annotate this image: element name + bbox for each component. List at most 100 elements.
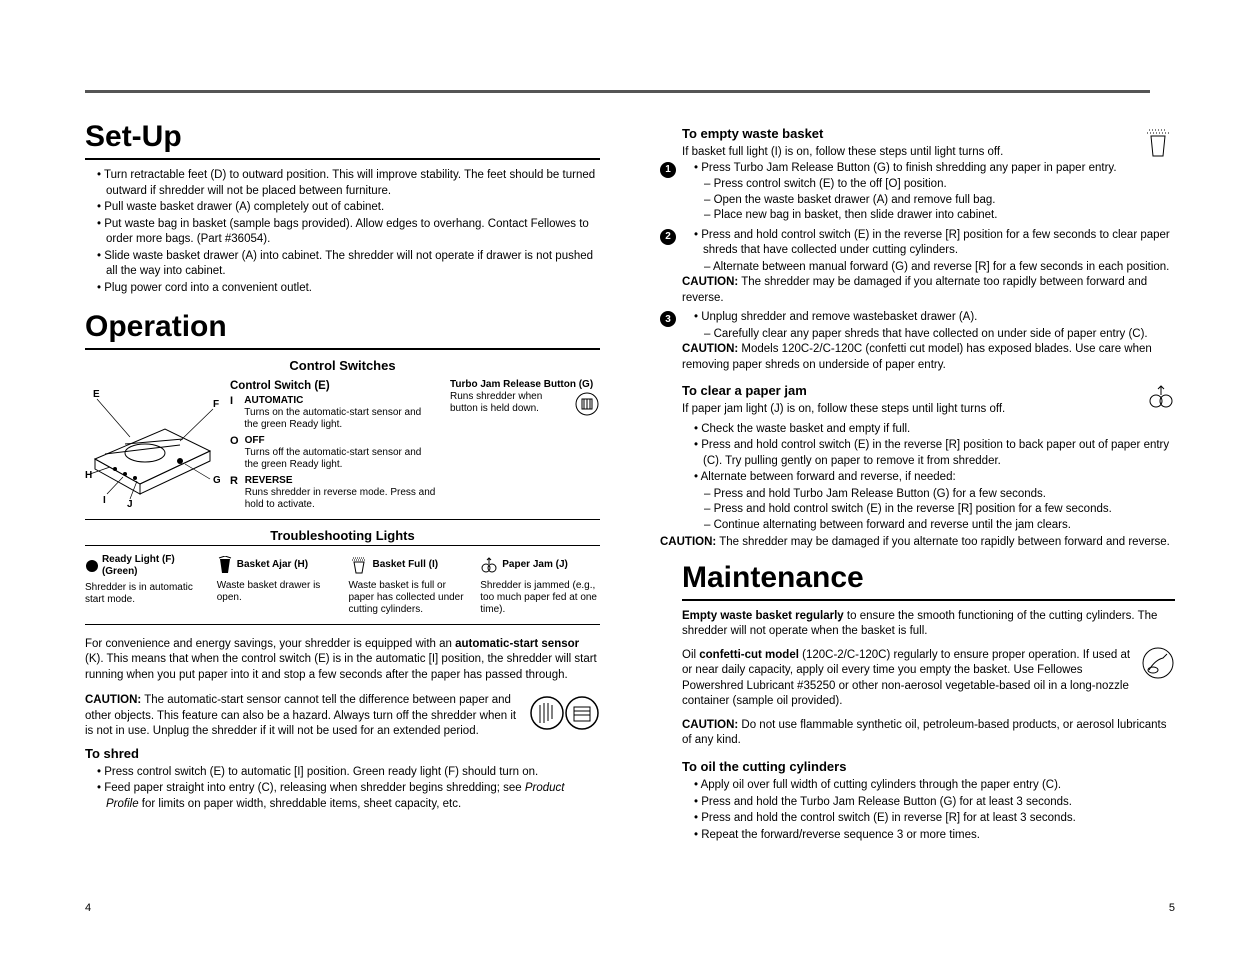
maint-p1: Empty waste basket regularly to ensure t… — [682, 609, 1175, 640]
step-badge-2: 2 — [660, 229, 676, 245]
maintenance-heading: Maintenance — [682, 561, 1175, 595]
light-jam-desc: Shredder is jammed (e.g., too much paper… — [480, 580, 597, 615]
step-3: 3 Unplug shredder and remove wastebasket… — [660, 310, 1175, 373]
turbo-label: Turbo Jam Release Button (G) — [450, 379, 593, 390]
maint-p2-bold: confetti-cut model — [699, 649, 799, 661]
step3-sub: – Carefully clear any paper shreds that … — [704, 327, 1175, 343]
basket-full-icon — [349, 555, 369, 575]
to-shred-item2-a: Feed paper straight into entry (C), rele… — [104, 782, 525, 794]
step-1: 1 Press Turbo Jam Release Button (G) to … — [660, 161, 1133, 224]
step1-sub: – Place new bag in basket, then slide dr… — [704, 208, 1133, 224]
jam-intro: If paper jam light (J) is on, follow the… — [682, 402, 1175, 418]
auto-start-para: For convenience and energy savings, your… — [85, 637, 600, 684]
page-number-left: 4 — [85, 902, 91, 914]
caution-block-1: CAUTION: The automatic-start sensor cann… — [85, 693, 600, 740]
right-column: To empty waste basket If basket full lig… — [660, 120, 1175, 844]
troubleshooting-header: Troubleshooting Lights — [85, 528, 600, 543]
step-badge-1: 1 — [660, 162, 676, 178]
to-shred-item: Feed paper straight into entry (C), rele… — [97, 781, 600, 812]
mode-name-rev: REVERSE — [245, 475, 293, 486]
turbo-button-icon — [574, 391, 600, 417]
control-switch-section: E F H I J G Control Switch (E) I AUTOMAT… — [85, 379, 600, 515]
mode-key-r: R — [230, 475, 239, 511]
to-shred-list: Press control switch (E) to automatic [I… — [85, 765, 600, 813]
top-rule — [85, 90, 1150, 93]
page-spread: Set-Up Turn retractable feet (D) to outw… — [0, 0, 1235, 884]
empty-caution-a: The shredder may be damaged if you alter… — [682, 276, 1147, 304]
operation-rule — [85, 348, 600, 350]
maint-caution-text: Do not use flammable synthetic oil, petr… — [682, 719, 1167, 747]
maint-caution-label: CAUTION: — [682, 719, 738, 731]
jam-item: Check the waste basket and empty if full… — [694, 422, 1175, 438]
auto-para-b: (K). This means that when the control sw… — [85, 653, 597, 681]
oil-item: Repeat the forward/reverse sequence 3 or… — [694, 828, 1175, 844]
jam-sub: – Press and hold control switch (E) in t… — [704, 502, 1175, 518]
oil-icon — [1141, 646, 1175, 685]
oil-item: Apply oil over full width of cutting cyl… — [694, 778, 1175, 794]
light-ready-desc: Shredder is in automatic start mode. — [85, 582, 193, 605]
setup-list: Turn retractable feet (D) to outward pos… — [85, 168, 600, 296]
jam-caution: The shredder may be damaged if you alter… — [716, 536, 1170, 548]
caution1-label: CAUTION: — [85, 694, 141, 706]
lights-rule-top — [85, 519, 600, 520]
jam-header: To clear a paper jam — [682, 383, 1175, 398]
jam-caution-label: CAUTION: — [660, 536, 716, 548]
shredder-top-diagram: E F H I J G — [85, 379, 220, 509]
caution1-text: The automatic-start sensor cannot tell t… — [85, 694, 516, 737]
empty-caution-a-label: CAUTION: — [682, 276, 738, 288]
oil-item: Press and hold the Turbo Jam Release But… — [694, 795, 1175, 811]
to-shred-item: Press control switch (E) to automatic [I… — [97, 765, 600, 781]
diagram-label-h: H — [85, 470, 92, 481]
mode-desc-rev: Runs shredder in reverse mode. Press and… — [245, 487, 436, 510]
empty-intro: If basket full light (I) is on, follow t… — [682, 145, 1175, 161]
step2-sub: – Alternate between manual forward (G) a… — [704, 260, 1175, 276]
jam-sub: – Press and hold Turbo Jam Release Butto… — [704, 487, 1175, 503]
control-switches-label: Control Switches — [85, 358, 600, 373]
turbo-desc: Runs shredder when button is held down. — [450, 391, 570, 415]
lights-row: Ready Light (F) (Green) Shredder is in a… — [85, 554, 600, 616]
maint-p1-bold: Empty waste basket regularly — [682, 610, 844, 622]
setup-rule — [85, 158, 600, 160]
maintenance-rule — [682, 599, 1175, 601]
setup-item: Pull waste basket drawer (A) completely … — [97, 200, 600, 216]
oil-list: Apply oil over full width of cutting cyl… — [682, 778, 1175, 843]
maint-p2-a: Oil — [682, 649, 699, 661]
auto-para-a: For convenience and energy savings, your… — [85, 638, 455, 650]
light-full-desc: Waste basket is full or paper has collec… — [349, 580, 464, 615]
jam-icon — [1147, 383, 1175, 416]
step3-text: Unplug shredder and remove wastebasket d… — [694, 310, 1175, 326]
jam-sub: – Continue alternating between forward a… — [704, 518, 1175, 534]
mode-key-i: I — [230, 395, 238, 431]
diagram-label-i: I — [103, 495, 106, 506]
light-jam-name: Paper Jam (J) — [502, 559, 568, 571]
auto-para-bold: automatic-start sensor — [455, 638, 579, 650]
left-column: Set-Up Turn retractable feet (D) to outw… — [85, 120, 600, 844]
mode-desc-off: Turns off the automatic-start sensor and… — [245, 447, 422, 470]
step-2: 2 Press and hold control switch (E) in t… — [660, 228, 1175, 307]
paper-jam-icon — [480, 556, 498, 574]
light-ready-name: Ready Light (F) (Green) — [102, 554, 205, 578]
light-ajar-desc: Waste basket drawer is open. — [217, 580, 321, 603]
wastebasket-icon — [1141, 126, 1175, 165]
step1-sub: – Press control switch (E) to the off [O… — [704, 177, 1133, 193]
ready-light-icon — [85, 559, 98, 573]
setup-heading: Set-Up — [85, 120, 600, 154]
light-full-name: Basket Full (I) — [373, 559, 439, 571]
control-switch-descriptions: Control Switch (E) I AUTOMATICTurns on t… — [230, 379, 600, 515]
step2-text: Press and hold control switch (E) in the… — [694, 228, 1175, 259]
mode-name-auto: AUTOMATIC — [244, 395, 303, 406]
jam-list: Check the waste basket and empty if full… — [682, 422, 1175, 486]
setup-item: Plug power cord into a convenient outlet… — [97, 281, 600, 297]
oil-header: To oil the cutting cylinders — [682, 759, 1175, 774]
mode-name-off: OFF — [245, 435, 265, 446]
step1-text: Press Turbo Jam Release Button (G) to fi… — [694, 161, 1133, 177]
control-switch-e-label: Control Switch (E) — [230, 380, 330, 392]
lights-rule-top2 — [85, 545, 600, 546]
basket-ajar-icon — [217, 556, 233, 574]
empty-caution-b-label: CAUTION: — [682, 343, 738, 355]
light-ajar-name: Basket Ajar (H) — [237, 559, 308, 571]
step-badge-3: 3 — [660, 311, 676, 327]
setup-item: Turn retractable feet (D) to outward pos… — [97, 168, 600, 199]
oil-item: Press and hold the control switch (E) in… — [694, 811, 1175, 827]
diagram-label-j: J — [127, 499, 133, 509]
